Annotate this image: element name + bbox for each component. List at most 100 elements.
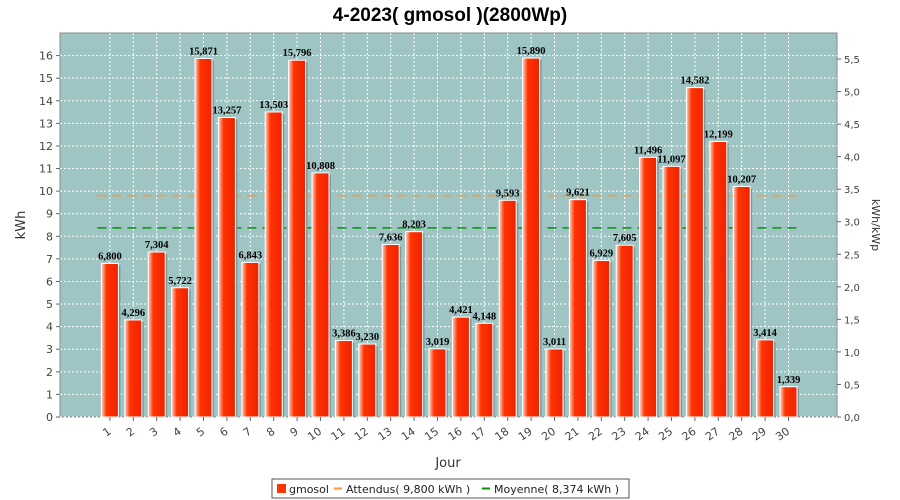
- bar: [358, 343, 377, 418]
- y2-axis-ticks: 0,0 0,5 1,0 1,5 2,0 2,5 3,0 3,5 4,0 4,5 5,0 5,5: [837, 55, 860, 424]
- x-tick-label: 26: [680, 425, 699, 444]
- x-tick-label: 9: [288, 425, 301, 440]
- x-tick-label: 16: [446, 425, 465, 444]
- y-tick-label: 4: [46, 321, 53, 334]
- bar: [615, 244, 634, 418]
- bar: [171, 287, 190, 418]
- bar: [311, 172, 330, 418]
- bar: [405, 231, 424, 418]
- x-tick-label: 5: [194, 425, 207, 440]
- data-label: 11,496: [634, 145, 662, 156]
- x-tick-label: 15: [422, 425, 441, 444]
- x-tick-label: 4: [171, 425, 184, 440]
- bar: [217, 117, 236, 418]
- reference-lines: [97, 194, 801, 229]
- x-axis-ticks: 1 2 3 4 5 6 7 8 9 10 11 12 13 14 15 16 17 18 19 20 21 22 23 24 2…: [100, 417, 792, 443]
- bar: [685, 87, 704, 418]
- x-tick-label: 25: [656, 425, 675, 444]
- x-tick-label: 3: [147, 425, 160, 440]
- y-tick-label: 16: [39, 50, 53, 63]
- bar: [451, 316, 470, 418]
- x-tick-label: 11: [329, 425, 348, 444]
- bar: [147, 251, 166, 418]
- y-tick-label: 1: [46, 388, 53, 401]
- y-tick-label: 8: [46, 230, 53, 243]
- x-tick-label: 30: [773, 425, 792, 444]
- x-tick-label: 18: [492, 425, 511, 444]
- y-tick-label: 14: [39, 95, 53, 108]
- data-label: 15,796: [283, 48, 312, 59]
- y-tick-label: 12: [39, 140, 53, 153]
- y-tick-label: 6: [46, 275, 53, 288]
- y2-tick-label: 4,5: [844, 120, 860, 131]
- x-tick-label: 14: [399, 425, 418, 444]
- y-tick-label: 3: [46, 343, 53, 356]
- bar: [709, 140, 728, 418]
- bar: [428, 348, 447, 418]
- y-tick-label: 15: [39, 72, 53, 85]
- x-tick-label: 7: [241, 425, 254, 440]
- data-label: 10,808: [306, 161, 335, 172]
- legend-label-gmosol: gmosol: [289, 483, 329, 496]
- bar: [100, 262, 119, 418]
- data-label: 10,207: [727, 174, 756, 185]
- data-label: 7,636: [379, 233, 403, 244]
- x-tick-label: 22: [586, 425, 605, 444]
- x-tick-label: 29: [750, 425, 769, 444]
- y2-tick-label: 5,0: [844, 88, 860, 99]
- data-label: 4,148: [472, 311, 496, 322]
- legend-box: [271, 478, 630, 499]
- y2-tick-label: 5,5: [844, 55, 860, 66]
- data-label: 11,097: [657, 154, 685, 165]
- data-label: 6,929: [589, 248, 613, 259]
- data-label: 3,019: [426, 337, 450, 348]
- y2-tick-label: 3,5: [844, 185, 860, 196]
- data-label: 8,203: [402, 220, 426, 231]
- x-tick-label: 1: [100, 425, 113, 440]
- y2-tick-label: 0,0: [844, 413, 860, 424]
- bar: [498, 199, 517, 418]
- bar: [241, 261, 260, 418]
- bar: [639, 156, 658, 418]
- y-tick-label: 13: [39, 117, 53, 130]
- x-tick-label: 2: [124, 425, 137, 440]
- x-tick-label: 27: [703, 425, 722, 444]
- y-tick-label: 2: [46, 366, 53, 379]
- y-tick-label: 7: [46, 253, 53, 266]
- x-tick-label: 13: [375, 425, 394, 444]
- x-tick-label: 17: [469, 425, 488, 444]
- bar: [592, 259, 611, 418]
- data-label: 4,296: [121, 308, 145, 319]
- bar: [756, 339, 775, 418]
- x-axis-label: Jour: [434, 456, 461, 471]
- legend-swatch-gmosol: [277, 484, 286, 493]
- data-label: 7,304: [145, 240, 169, 251]
- y2-tick-label: 1,0: [844, 348, 860, 359]
- bar: [124, 319, 143, 418]
- y2-tick-label: 2,0: [844, 283, 860, 294]
- bar: [522, 57, 541, 418]
- legend-label-attendus: Attendus( 9,800 kWh ): [346, 483, 470, 496]
- y2-tick-label: 0,5: [844, 380, 860, 391]
- bar: [334, 340, 353, 418]
- data-label: 13,257: [212, 106, 241, 117]
- y-axis-label: kWh: [14, 211, 29, 240]
- data-label: 13,503: [259, 100, 288, 111]
- bar: [475, 322, 494, 418]
- x-tick-label: 10: [305, 425, 324, 444]
- bar: [732, 185, 751, 418]
- x-tick-label: 20: [539, 425, 558, 444]
- bar: [545, 348, 564, 418]
- data-label: 3,230: [355, 332, 379, 343]
- bar: [264, 111, 283, 418]
- data-label: 3,414: [753, 328, 777, 339]
- x-tick-label: 12: [352, 425, 371, 444]
- bar: [194, 58, 213, 418]
- x-tick-label: 19: [516, 425, 535, 444]
- data-label: 9,621: [566, 188, 590, 199]
- chart-title: 4-2023( gmosol )(2800Wp): [333, 5, 567, 26]
- data-label: 9,593: [496, 188, 520, 199]
- y2-axis-label: kWh/kWp: [869, 199, 882, 251]
- legend: gmosol Attendus( 9,800 kWh ) Moyenne( 8,…: [271, 478, 630, 499]
